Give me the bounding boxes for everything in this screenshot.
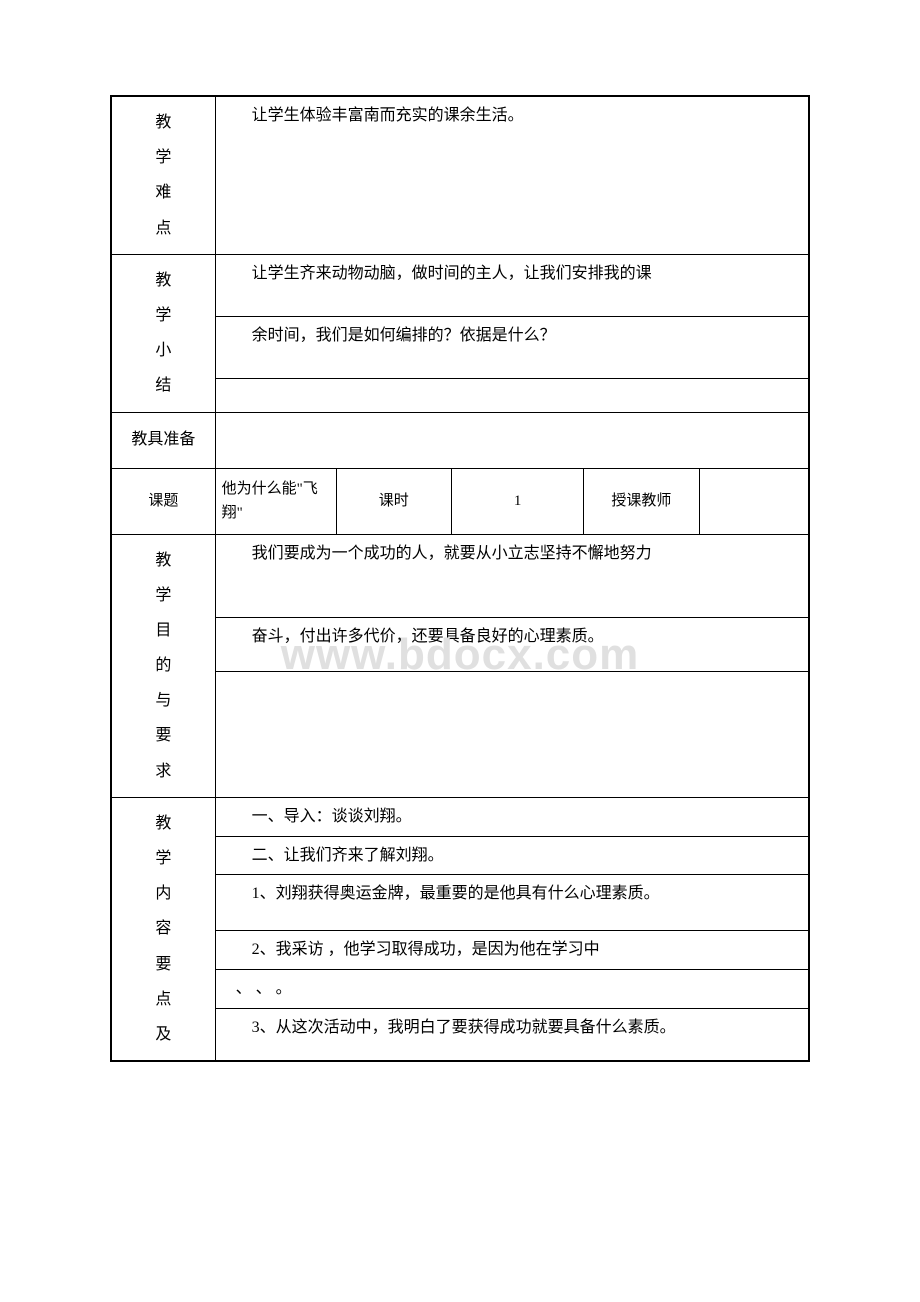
label-char: 学 [112, 140, 215, 175]
label-char: 及 [112, 1017, 215, 1052]
prep-label: 教具准备 [112, 412, 216, 468]
topic-label: 课题 [112, 468, 216, 534]
label-char: 教 [112, 105, 215, 140]
label-char: 的 [112, 648, 215, 683]
period-label: 课时 [336, 468, 451, 534]
content-item-6: 3、从这次活动中，我明白了要获得成功就要具备什么素质。 [215, 1009, 808, 1061]
summary-label: 教 学 小 结 [112, 254, 216, 412]
teacher-value [699, 468, 808, 534]
summary-empty [215, 378, 808, 412]
label-char: 教 [112, 263, 215, 298]
label-char: 难 [112, 175, 215, 210]
objective-line2: 奋斗，付出许多代价，还要具备良好的心理素质。 [215, 618, 808, 672]
content-item-5: 、 、 。 [215, 970, 808, 1009]
label-char: 学 [112, 298, 215, 333]
lesson-plan-table: 教 学 难 点 让学生体验丰富南而充实的课余生活。 教 学 小 结 让学生齐来动… [110, 95, 810, 1062]
summary-line1: 让学生齐来动物动脑，做时间的主人，让我们安排我的课 [215, 254, 808, 316]
label-char: 目 [112, 613, 215, 648]
teacher-label: 授课教师 [584, 468, 699, 534]
content-label: 教 学 内 容 要 点 及 [112, 797, 216, 1060]
label-char: 小 [112, 333, 215, 368]
label-char: 结 [112, 368, 215, 403]
content-item-4: 2、我采访 ，他学习取得成功，是因为他在学习中 [215, 931, 808, 970]
label-char: 点 [112, 982, 215, 1017]
content-item-3: 1、刘翔获得奥运金牌，最重要的是他具有什么心理素质。 [215, 875, 808, 931]
label-char: 学 [112, 578, 215, 613]
prep-content [215, 412, 808, 468]
objective-label: 教 学 目 的 与 要 求 [112, 534, 216, 797]
label-char: 容 [112, 911, 215, 946]
label-char: 要 [112, 947, 215, 982]
objective-empty [215, 672, 808, 797]
label-char: 教 [112, 543, 215, 578]
objective-line1: 我们要成为一个成功的人，就要从小立志坚持不懈地努力 [215, 534, 808, 618]
label-char: 与 [112, 683, 215, 718]
label-char: 点 [112, 211, 215, 246]
label-char: 求 [112, 754, 215, 789]
label-char: 教 [112, 806, 215, 841]
label-char: 学 [112, 841, 215, 876]
summary-line2: 余时间，我们是如何编排的？依据是什么？ [215, 316, 808, 378]
period-value: 1 [451, 468, 583, 534]
difficulty-content: 让学生体验丰富南而充实的课余生活。 [215, 97, 808, 255]
label-char: 要 [112, 718, 215, 753]
topic-value: 他为什么能"飞翔" [215, 468, 336, 534]
content-item-1: 一、导入：谈谈刘翔。 [215, 797, 808, 836]
content-item-2: 二、让我们齐来了解刘翔。 [215, 836, 808, 875]
label-char: 内 [112, 876, 215, 911]
difficulty-label: 教 学 难 点 [112, 97, 216, 255]
